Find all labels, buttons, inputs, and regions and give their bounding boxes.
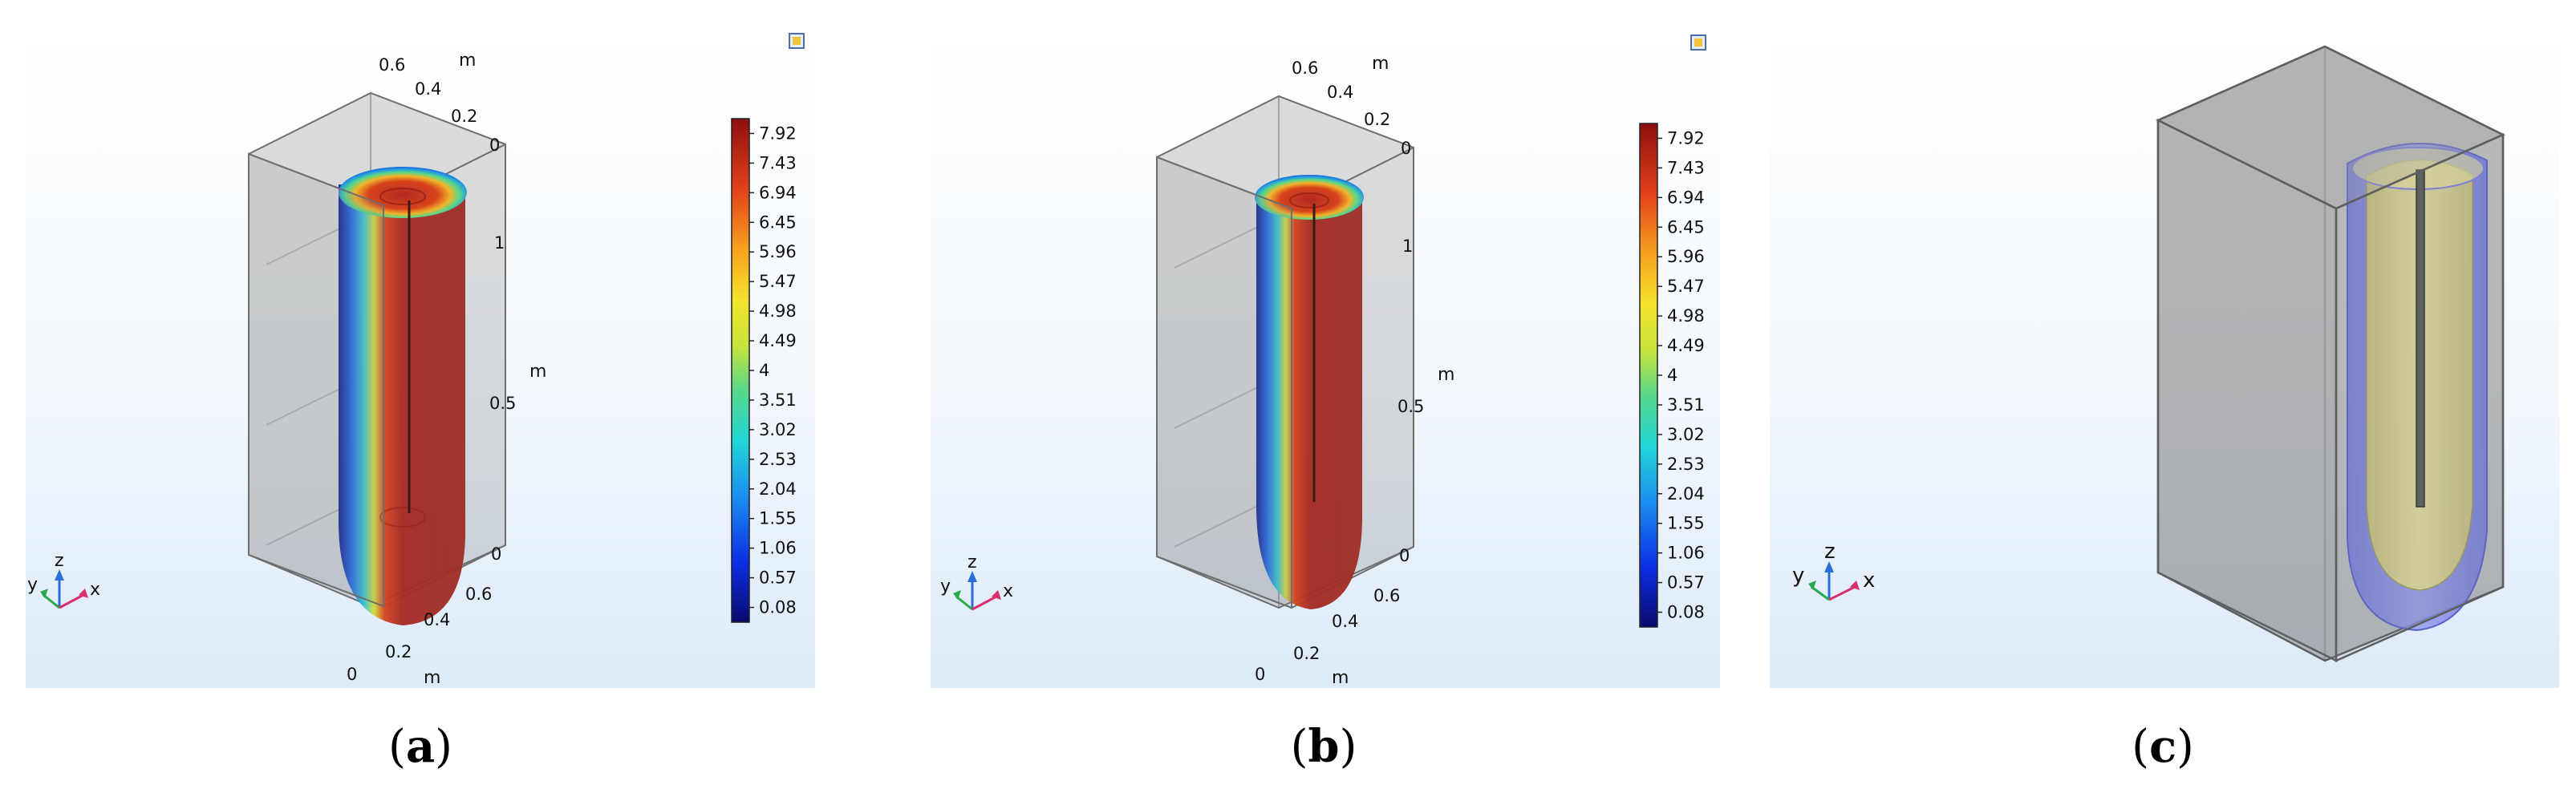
axis-triad: z y x	[940, 552, 1013, 611]
legend-tick-label: 6.94	[759, 183, 797, 202]
axis-triad: z y x	[1792, 540, 1875, 601]
legend-tick-label: 5.47	[759, 272, 797, 291]
legend-tick-label: 5.47	[1667, 277, 1705, 296]
tick-label: 0	[1399, 546, 1410, 565]
legend-tick-label: 1.06	[1667, 544, 1705, 563]
axis-ticks: 0.6 0.4 0.2 0 m 1 0.5 0 m 0.4 0.6 0 0.2 …	[1255, 54, 1454, 688]
tick-label: 0.5	[1398, 397, 1424, 416]
tick-label: 0.2	[385, 642, 412, 661]
domain-box-front	[1156, 156, 1292, 609]
panel-b-canvas: 0.6 0.4 0.2 0 m 1 0.5 0 m 0.4 0.6 0 0.2 …	[940, 34, 1706, 688]
electrode-sleeve	[2347, 143, 2488, 632]
panel-b: 0.6 0.4 0.2 0 m 1 0.5 0 m 0.4 0.6 0 0.2 …	[931, 24, 1720, 688]
panel-c: z y x	[1770, 24, 2559, 688]
axis-unit: m	[459, 51, 476, 71]
legend-tick-label: 4.98	[759, 301, 797, 321]
legend-tick-label: 0.57	[1667, 573, 1705, 593]
field-body	[1255, 175, 1364, 609]
legend-tick-label: 1.06	[759, 539, 797, 558]
view-cube-icon[interactable]	[1690, 34, 1706, 51]
legend-tick-label: 7.43	[759, 153, 797, 172]
legend-tick-label: 4.49	[1667, 336, 1705, 355]
legend-tick-label: 3.02	[759, 420, 797, 439]
legend-tick-label: 0.08	[1667, 603, 1705, 622]
legend-tick-label: 5.96	[759, 242, 797, 261]
legend-tick-label: 2.53	[759, 450, 797, 469]
tick-label: 0.4	[1332, 612, 1358, 631]
legend-tick-label: 0.08	[759, 598, 797, 617]
tick-label: 0	[491, 544, 501, 564]
legend-tick-label: 2.04	[759, 479, 797, 499]
tick-label: 0.2	[1364, 110, 1390, 129]
triad-x-label: x	[90, 580, 100, 600]
tick-label: 0.4	[1327, 83, 1353, 102]
panel-c-canvas: z y x	[1792, 45, 2505, 663]
caption-b-label: b	[1308, 720, 1340, 773]
panel-a: 0.6 0.4 0.2 0 m 1 0.5 0 m 0.4 0.6 0 0.2 …	[26, 24, 815, 688]
caption-c-label: c	[2148, 720, 2177, 773]
axis-unit: m	[529, 362, 546, 382]
tick-label: 0	[1255, 665, 1265, 684]
legend-tick-label: 2.53	[1667, 455, 1705, 474]
legend-tick-label: 6.94	[1667, 188, 1705, 207]
triad-x-label: x	[1863, 568, 1875, 593]
tick-label: 1	[1402, 237, 1413, 256]
legend-tick-label: 3.51	[759, 390, 797, 410]
triad-y-label: y	[27, 575, 38, 595]
tick-label: 1	[494, 233, 505, 253]
caption-a: (a)	[387, 720, 452, 773]
legend-tick-label: 7.43	[1667, 158, 1705, 177]
tick-label: 0.2	[451, 107, 477, 126]
tick-label: 0.4	[415, 79, 441, 99]
legend-tick-label: 7.92	[1667, 128, 1705, 148]
triad-z-label: z	[968, 552, 977, 572]
caption-b: (b)	[1290, 720, 1357, 773]
legend-tick-label: 2.04	[1667, 484, 1705, 504]
color-legend: 7.92 7.43 6.94 6.45 5.96 5.47 4.98 4.49 4 3.51 3.0…	[731, 118, 797, 623]
tick-label: 0.6	[465, 585, 492, 604]
legend-tick-label: 0.57	[759, 568, 797, 588]
legend-tick-label: 3.02	[1667, 425, 1705, 444]
domain-box-front	[248, 152, 384, 608]
legend-tick-label: 4	[759, 361, 769, 380]
legend-tick-label: 7.92	[759, 123, 797, 143]
tick-label: 0	[1401, 139, 1411, 158]
tick-label: 0.2	[1293, 644, 1320, 663]
legend-tick-label: 6.45	[759, 212, 797, 232]
view-cube-icon[interactable]	[789, 33, 805, 49]
axis-ticks: 0.6 0.4 0.2 0 m 1 0.5 0 m 0.4 0.6 0 0.2 …	[347, 51, 546, 688]
axis-unit: m	[1438, 365, 1454, 385]
triad-z-label: z	[1824, 540, 1836, 564]
panel-a-canvas: 0.6 0.4 0.2 0 m 1 0.5 0 m 0.4 0.6 0 0.2 …	[27, 33, 805, 688]
tick-label: 0	[489, 136, 500, 155]
legend-tick-label: 1.55	[759, 509, 797, 528]
legend-tick-label: 5.96	[1667, 247, 1705, 266]
axis-unit: m	[424, 668, 440, 688]
legend-tick-label: 1.55	[1667, 514, 1705, 533]
axis-unit: m	[1332, 668, 1349, 688]
tick-label: 0	[347, 665, 357, 684]
field-body	[339, 167, 467, 625]
tick-label: 0.6	[379, 55, 405, 75]
triad-x-label: x	[1003, 581, 1013, 601]
tick-label: 0.4	[424, 610, 450, 629]
caption-c: (c)	[2132, 720, 2194, 773]
tick-label: 0.6	[1373, 586, 1400, 605]
tick-label: 0.5	[489, 394, 516, 413]
legend-tick-label: 4.49	[759, 331, 797, 350]
tick-label: 0.6	[1292, 59, 1318, 78]
triad-y-label: y	[1792, 564, 1804, 588]
legend-tick-label: 4.98	[1667, 306, 1705, 326]
caption-a-label: a	[405, 720, 436, 773]
legend-tick-label: 4	[1667, 366, 1677, 385]
legend-tick-label: 6.45	[1667, 217, 1705, 237]
triad-y-label: y	[940, 576, 951, 597]
color-legend: 7.92 7.43 6.94 6.45 5.96 5.47 4.98 4.49 4 3.51 3.0…	[1639, 123, 1705, 628]
axis-unit: m	[1372, 54, 1389, 74]
domain-box-front	[2156, 45, 2505, 663]
triad-z-label: z	[55, 551, 64, 571]
axis-triad: z y x	[27, 551, 100, 609]
legend-tick-label: 3.51	[1667, 395, 1705, 415]
